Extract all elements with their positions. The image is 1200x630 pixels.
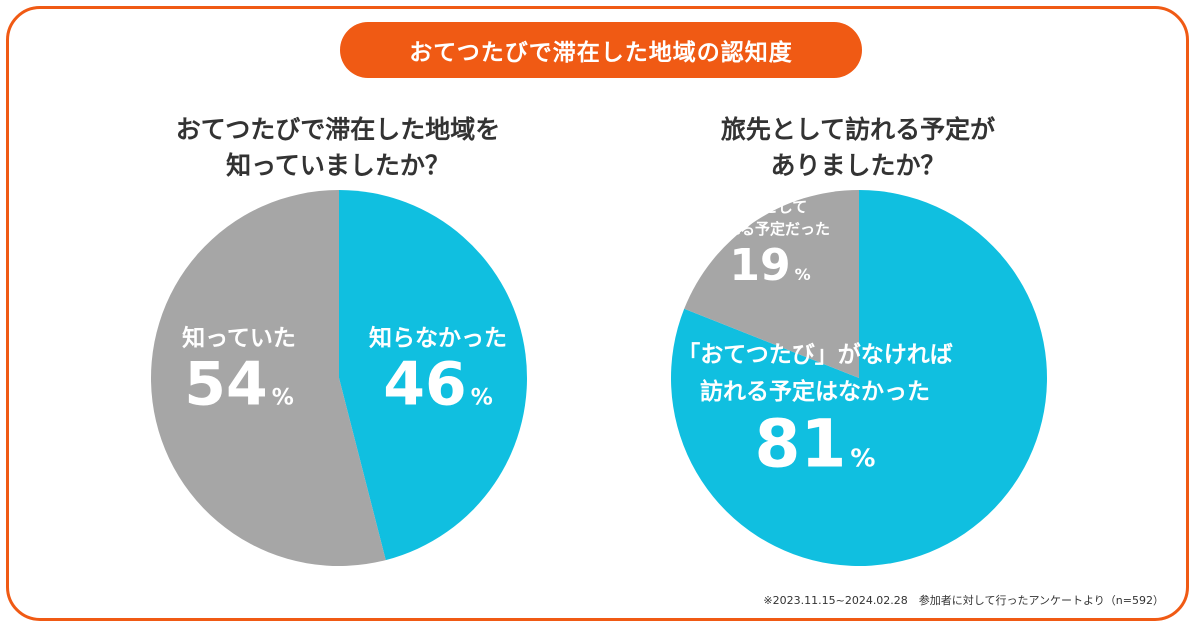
slice-unit-1-0: % (850, 443, 875, 472)
left-question-line-1: おてつたびで滞在した地域を (175, 115, 501, 144)
slice-unit-0-1: % (272, 386, 294, 411)
slice-value-1-0: 81 (755, 405, 847, 482)
pie-slice-1-1 (684, 190, 859, 378)
slice-value-label-1-1: 19% (729, 240, 810, 291)
page-title: おてつたびで滞在した地域の認知度 (340, 22, 862, 78)
slice-label-0-1-0: 知っていた (182, 325, 296, 352)
right-question: 旅先として訪れる予定が ありましたか？ (598, 112, 1118, 184)
pie-slice-0-1 (150, 190, 386, 566)
slice-label-1-1-0: 旅先として (733, 198, 808, 216)
slice-value-label-0-0: 46% (383, 350, 493, 420)
slice-unit-0-0: % (471, 386, 493, 411)
right-question-line-2: ありましたか？ (770, 151, 946, 180)
left-question: おてつたびで滞在した地域を 知っていましたか？ (78, 112, 598, 184)
slice-value-0-0: 46 (383, 350, 467, 420)
right-question-line-1: 旅先として訪れる予定が (720, 115, 996, 144)
pie-slice-0-0 (339, 190, 527, 561)
page-title-text: おてつたびで滞在した地域の認知度 (409, 40, 793, 66)
slice-value-0-1: 54 (184, 350, 268, 420)
footnote: ※2023.11.15~2024.02.28 参加者に対して行ったアンケートより… (763, 594, 1164, 607)
slice-value-1-1: 19 (729, 240, 790, 291)
slice-label-1-0-1: 訪れる予定はなかった (700, 378, 930, 405)
slice-label-1-0-0: 「おてつたび」がなければ (677, 341, 953, 368)
slice-value-label-0-1: 54% (184, 350, 294, 420)
slice-unit-1-1: % (795, 265, 811, 284)
outer-frame (6, 6, 1189, 621)
slice-label-1-1-1: 訪れる予定だった (710, 220, 830, 238)
slice-value-label-1-0: 81% (755, 405, 876, 482)
slice-label-0-0-0: 知らなかった (369, 325, 507, 352)
left-question-line-2: 知っていましたか？ (226, 151, 450, 180)
